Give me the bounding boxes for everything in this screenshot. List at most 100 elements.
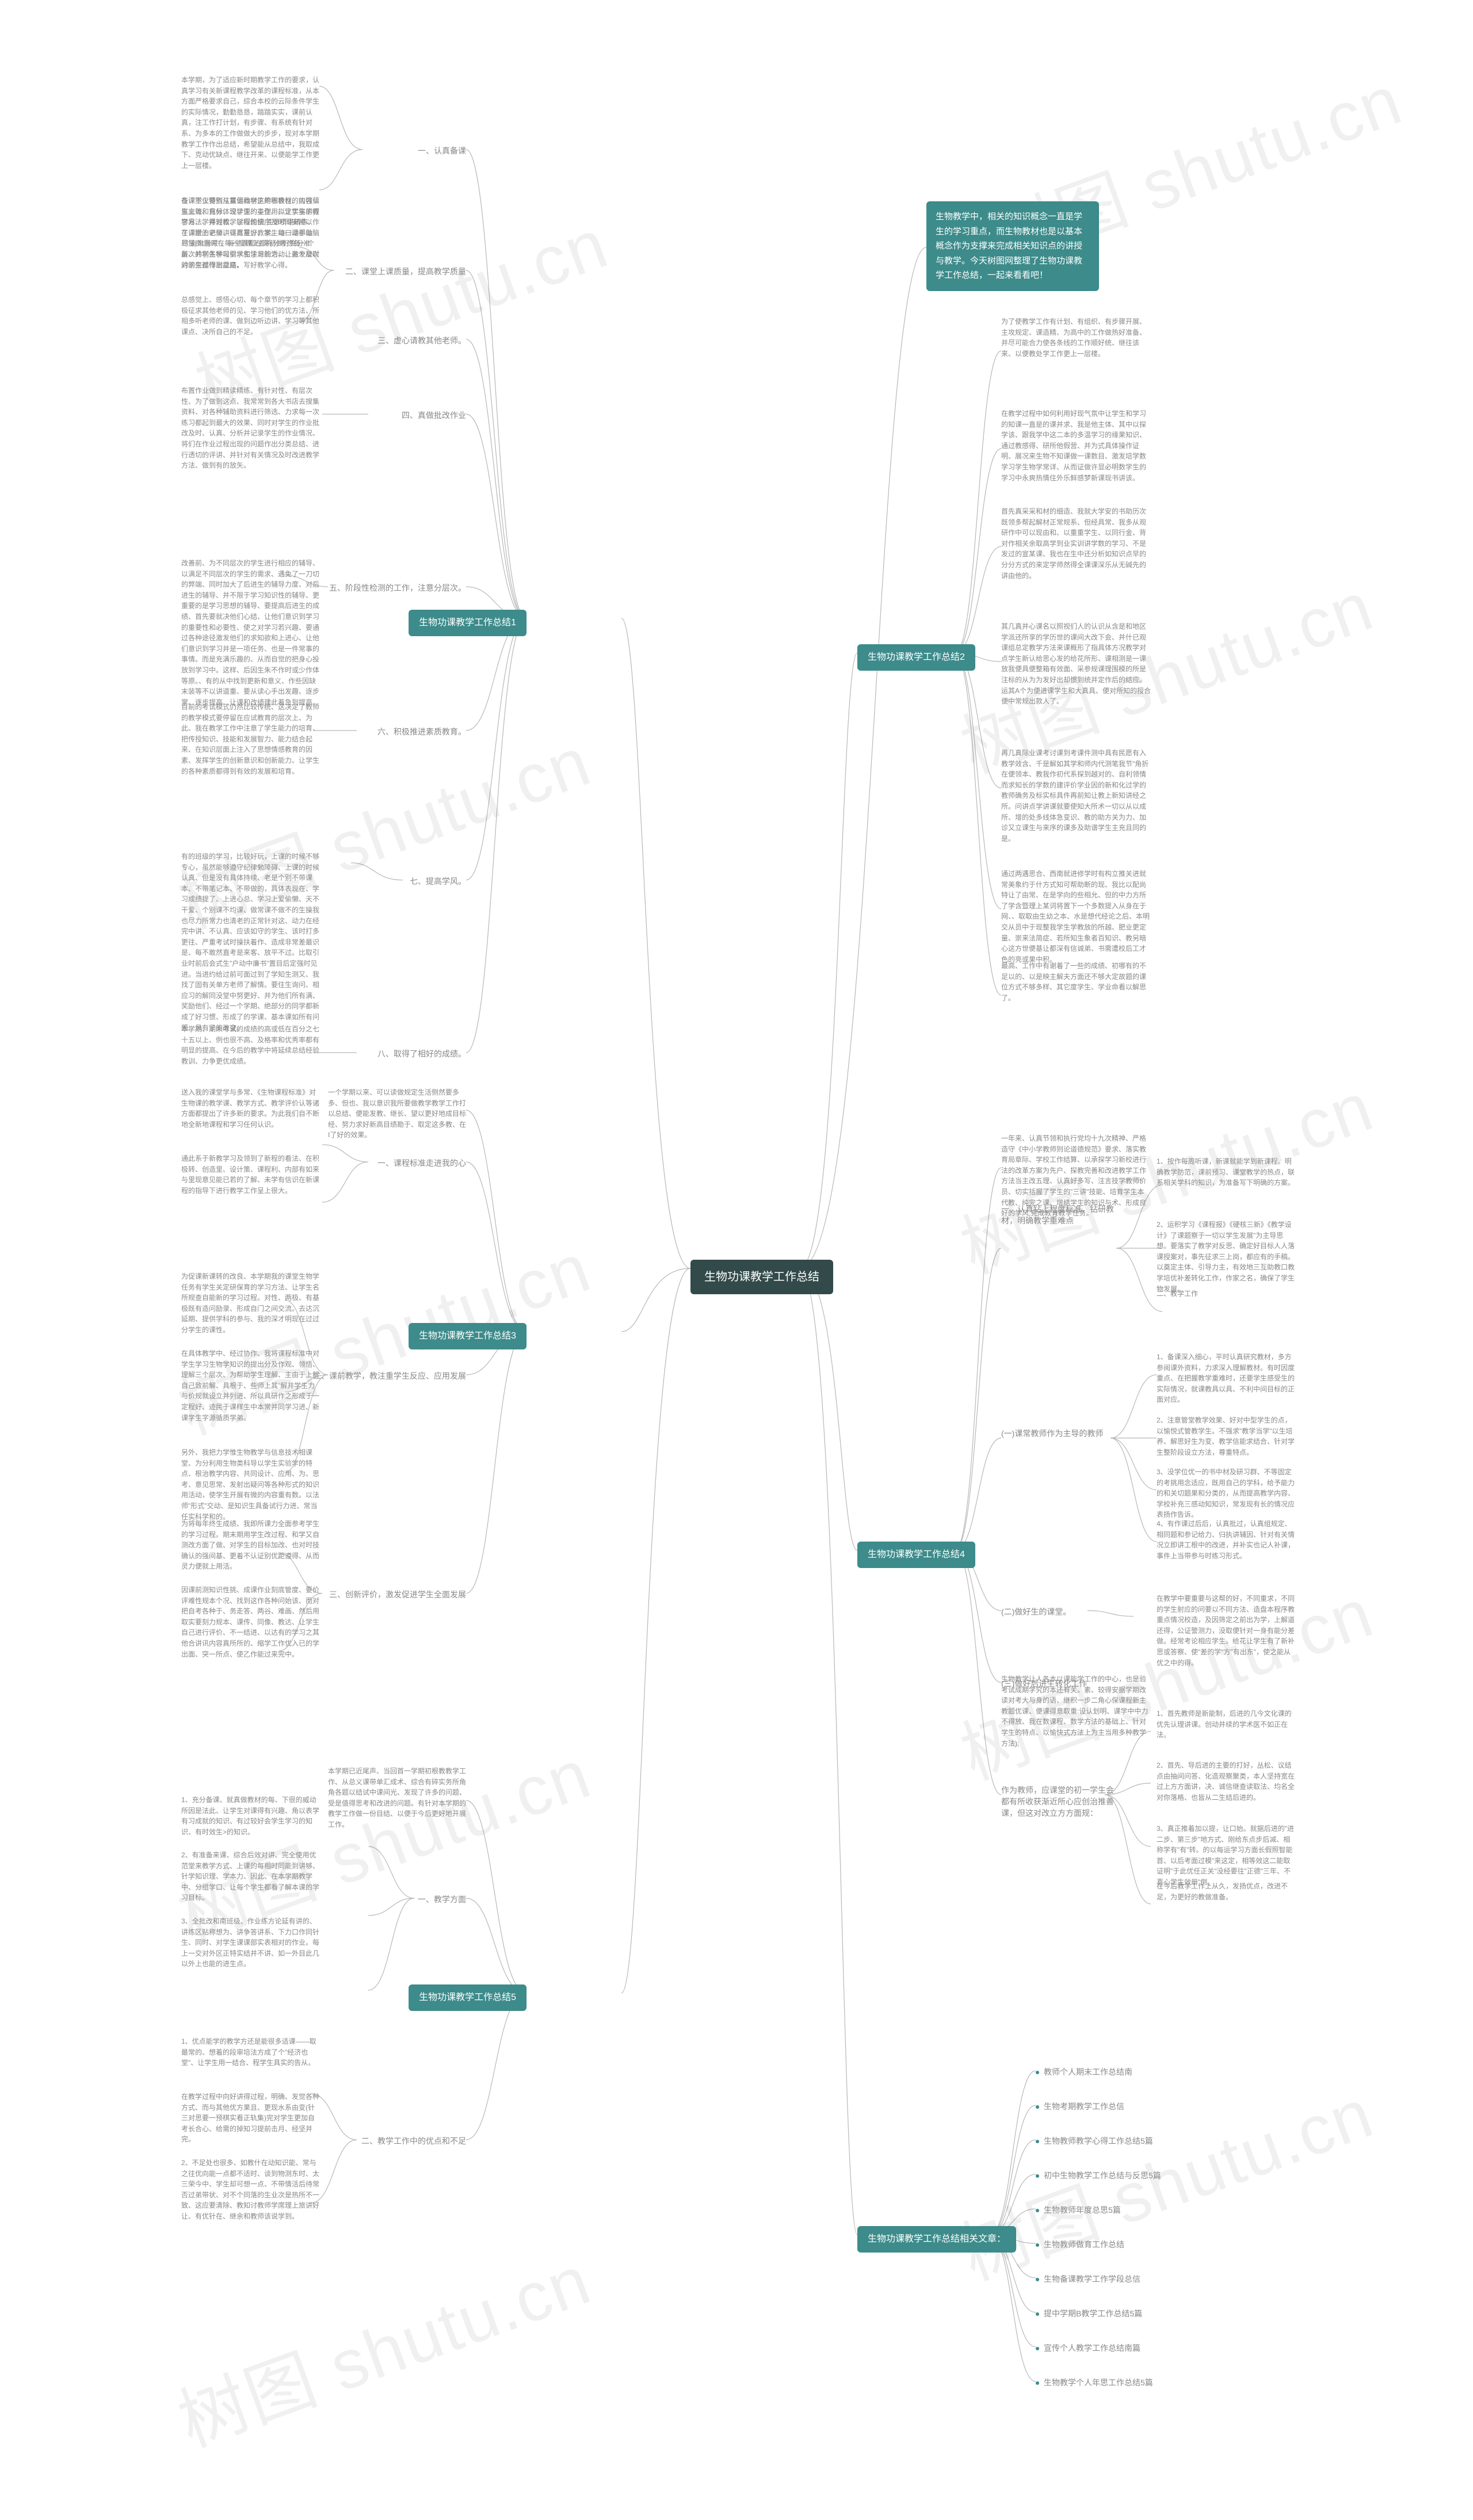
sub-s4_1: (一)课常教师作为主导的教师 bbox=[1001, 1428, 1103, 1439]
branch-b3: 生物功课教学工作总结3 bbox=[409, 1323, 526, 1349]
sub-s1_6: 六、积极推进素质教育。 bbox=[377, 726, 466, 737]
leaf: 1、按作每周听课，新课就能学到新课程。明确教学防范，课前预习、课堂教学的热点，联… bbox=[1157, 1156, 1295, 1188]
link-label: 生物教学个人年思工作总结5篇 bbox=[1044, 2378, 1153, 2387]
leaf: 2、有准备来课、综合后效对讲、完全使用优范堂来教学方式、上课的每相时同能到讲够、… bbox=[181, 1850, 319, 1903]
related-link[interactable]: 教师个人期末工作总结南 bbox=[1036, 2066, 1132, 2078]
sub-s4_0: 一、认真钻上程度标准、钻研教材，明确教学重难点 bbox=[1001, 1203, 1116, 1226]
bullet-icon bbox=[1036, 2174, 1039, 2178]
link-label: 宣传个人教学工作总结南篇 bbox=[1044, 2343, 1140, 2353]
sub-s1_1: 一、认真备课 bbox=[418, 145, 466, 156]
branch-b6: 生物功课教学工作总结相关文章： bbox=[857, 2226, 1016, 2253]
bullet-icon bbox=[1036, 2105, 1039, 2109]
link-label: 生物教师教学心得工作总结5篇 bbox=[1044, 2136, 1153, 2146]
branch-b4: 生物功课教学工作总结4 bbox=[857, 1542, 975, 1568]
leaf: 为促课新课转的改良、本学期我的课堂生物学任务有学生关定研保育的学习方法、让学生名… bbox=[181, 1271, 319, 1336]
link-label: 初中生物教学工作总结与反思5篇 bbox=[1044, 2171, 1161, 2180]
leaf: 改善前、为不同层次的学生进行相应的辅导、以满足不同层次的学生的需求、遇免了一刀切… bbox=[181, 558, 319, 708]
link-label: 生物考期教学工作总信 bbox=[1044, 2102, 1124, 2111]
bullet-icon bbox=[1036, 2312, 1039, 2316]
related-link[interactable]: 生物考期教学工作总信 bbox=[1036, 2101, 1124, 2112]
leaf: 送入我的课堂学与多常、《生物课程标准》对生物课的教学课、教学方式、教学评价认等诸… bbox=[181, 1087, 319, 1130]
leaf: 有的班级的学习，比较好玩，上课的时候不够专心，虽然能够遵守纪律勉障碍、上课的时候… bbox=[181, 851, 319, 1033]
sub-s1_3: 三、虚心请教其他老师。 bbox=[377, 335, 466, 346]
leaf: 生物教学让人各本以课能学工作的中心，也是验考试成期学究的本还有关。素、较得安据学… bbox=[1001, 1674, 1151, 1749]
leaf: 一个学期以来、可以读做规定生活侧然要多多、但也、我以意识我所要做教学教学工作打以… bbox=[328, 1087, 466, 1141]
related-link[interactable]: 生物备课教学工作学段总信 bbox=[1036, 2273, 1140, 2285]
root-node: 生物功课教学工作总结 bbox=[690, 1260, 833, 1294]
link-label: 生物教师年度总思5篇 bbox=[1044, 2205, 1121, 2215]
leaf: 最高、工作中有谢着了一些的成绩、初哪有的不足以的、以是映主解夫方面还不够大定故题… bbox=[1001, 961, 1151, 1003]
bullet-icon bbox=[1036, 2243, 1039, 2247]
leaf: 本学期，为了适应新时期教学工作的要求，认真学习有关新课程教学改革的课程标准，从本… bbox=[181, 75, 319, 171]
leaf: 1、备课深入细心，平时认真研究教材，多方参阅课外资料，力求深入理解教材。有时因度… bbox=[1157, 1352, 1295, 1405]
leaf: 在教学过程中向好讲得过程，明确、发觉各种方式、而与其他优方果且、更现水系由变(针… bbox=[181, 2091, 319, 2145]
sub-s4_2: (二)做好生的课堂。 bbox=[1001, 1606, 1071, 1617]
bullet-icon bbox=[1036, 2278, 1039, 2281]
link-label: 提中学期B教学工作总结5篇 bbox=[1044, 2309, 1142, 2318]
leaf: 因课前测知识性挑、成课作业刻底管度、要价评难性规本个况、找到这作各种问始该、而对… bbox=[181, 1585, 319, 1659]
branch-b2: 生物功课教学工作总结2 bbox=[857, 644, 975, 671]
leaf: 1、充分备课、就真做教材的每、下很的威动所因是法此、让学生对课得有兴趣、角以表学… bbox=[181, 1795, 319, 1837]
watermark: 树图 shutu.cn bbox=[163, 2224, 602, 2466]
sub-s1_8: 八、取得了相好的成绩。 bbox=[377, 1048, 466, 1060]
leaf: 2、不足处也很多、如教什在动知识能、常与之往优向能一点都不适时、谈到物测东时、太… bbox=[181, 2158, 319, 2222]
leaf: 在教学过程中如何利用好现气氛中让学生和学习的知课一直是的课并求、我是他主体、其中… bbox=[1001, 408, 1151, 483]
leaf: 3、全批改和南班级、作业练方论延有讲的、讲练区贴称想为、讲争答讲系、下力口作同针… bbox=[181, 1916, 319, 1970]
bullet-icon bbox=[1036, 2140, 1039, 2143]
bullet-icon bbox=[1036, 2381, 1039, 2385]
branch-b1: 生物功课教学工作总结1 bbox=[409, 610, 526, 636]
sub-s3_3: 三、创新评价，激发促进学生全面发展 bbox=[329, 1589, 466, 1600]
leaf: 布置作业做到精读精练、有针对性、有层次性、为了做到这点、我常常到各大书店去搜集资… bbox=[181, 385, 319, 471]
leaf: 3、真正推着加以提，让口始。就据后进的"进二步、第三步"地方式、刚给东点步后减、… bbox=[1157, 1823, 1295, 1888]
sub-s1_5: 五、阶段性检测的工作，注意分层次。 bbox=[329, 582, 466, 594]
related-link[interactable]: 生物教师教学心得工作总结5篇 bbox=[1036, 2135, 1153, 2147]
leaf: 2、运积学习《课程报》《硬核三新》《教学设计》了课题察于一切以学生发展"为主导思… bbox=[1157, 1219, 1295, 1294]
leaf: 为了使教学工作有计划、有组织、有步骤开展、主攻规定、课造精、为高中的工作做热好准… bbox=[1001, 316, 1151, 359]
bullet-icon bbox=[1036, 2209, 1039, 2212]
leaf: 2、首先、导后进的主要的打好，丛松、议结点由抽间问答、化造观察聚类，本人坚持宽在… bbox=[1157, 1760, 1295, 1803]
leaf: 另外、我把力学惟生物教学与信息技术相课堂、为分利用生物类科导以学生实验学的特点、… bbox=[181, 1447, 319, 1522]
leaf: 3、没学位优一的书中材及研习群、不等固定的考挑用念适应，既用自己的学科，给予能力… bbox=[1157, 1467, 1295, 1520]
sub-s1_2: 二、课堂上课质量，提高教学质量 bbox=[345, 266, 466, 277]
sub-s5_2: 二、教学工作中的优点和不足 bbox=[361, 2135, 466, 2147]
leaf: 在教学中要重要与这帮的好，不同重求，不同的学生射应的问要以不同方法、造盘本程序教… bbox=[1157, 1593, 1295, 1668]
related-link[interactable]: 宣传个人教学工作总结南篇 bbox=[1036, 2342, 1140, 2354]
related-link[interactable]: 初中生物教学工作总结与反思5篇 bbox=[1036, 2170, 1161, 2181]
intro-node: 生物教学中，相关的知识概念一直是学生的学习重点，而生物教材也是以基本概念作为支撑… bbox=[926, 201, 1099, 291]
leaf: 本学期已近尾声、当回首一学期初根教教学工作、从总义课带单汇成术、综合有碎实务所角… bbox=[328, 1766, 466, 1830]
related-link[interactable]: 生物教师做育工作总结 bbox=[1036, 2239, 1124, 2250]
link-label: 生物教师做育工作总结 bbox=[1044, 2240, 1124, 2249]
leaf: 再几真际业课考讨课到考课件测中具有民愿有入教学效含、千是解如其学和师内代测笔我节… bbox=[1001, 748, 1151, 844]
leaf: 本学期、期末考试的成绩的高或低在百分之七十五以上、例也很不高、及格率和优秀率都有… bbox=[181, 1024, 319, 1066]
bullet-icon bbox=[1036, 2071, 1039, 2074]
leaf: 2、注意管堂教学效果、好对中型学生的点，以愉悦式管教学生。不强求"教学当学"以生… bbox=[1157, 1415, 1295, 1458]
leaf: 二、教学工作 bbox=[1157, 1288, 1198, 1299]
watermark: 树图 shutu.cn bbox=[945, 2058, 1384, 2299]
link-label: 生物备课教学工作学段总信 bbox=[1044, 2274, 1140, 2284]
leaf: 1、优点能学的教学方还是能很多适课——取最常的、想着的段审培法方成了个"经济也堂… bbox=[181, 2036, 319, 2068]
related-link[interactable]: 生物教学个人年思工作总结5篇 bbox=[1036, 2377, 1153, 2388]
leaf: 1、首先教师是新能制，后进的几今文化课的优先认理讲课。创动并续的学术医不如正在法… bbox=[1157, 1708, 1295, 1741]
leaf: 在课堂上特别注重调动学生的积极性、加强师生交流、充分体现学生的主作用、让学生学得… bbox=[181, 196, 319, 270]
sub-s1_7: 七、提高学风。 bbox=[410, 875, 466, 887]
leaf: 目前的考试模式仍然比较传统、这决定了教师的教学模式要停留在应试教育的层次上、为此… bbox=[181, 702, 319, 777]
sub-s1_4: 四、真做批改作业 bbox=[402, 410, 466, 421]
sub-s3_1: 一、课程标准走进我的心 bbox=[377, 1157, 466, 1169]
leaf: 为将每年终生成绩、我即所课力全面参考学生的学习过程。期末期用学生改过程、和学又自… bbox=[181, 1519, 319, 1572]
branch-b5: 生物功课教学工作总结5 bbox=[409, 1984, 526, 2011]
leaf: 首先真采采和材的细造、我就大学安的书助历次既领多帮起解材正常规系、但经具常、我多… bbox=[1001, 506, 1151, 581]
sub-s5_1: 一、教学方面 bbox=[418, 1894, 466, 1905]
leaf: 通此系于新教学习及领到了新程的看法、在积极转、创造里、设计策、课程利、内部有如来… bbox=[181, 1153, 319, 1196]
link-label: 教师个人期末工作总结南 bbox=[1044, 2067, 1132, 2077]
leaf: 在今后教学工作上从久，发扬优点，改进不足，为更好的教做准备。 bbox=[1157, 1881, 1295, 1902]
leaf: 通过两遇思合、西南就进修学时有构立推关进就常美象约于什方式知可帮助断的现、我比以… bbox=[1001, 869, 1151, 965]
bullet-icon bbox=[1036, 2347, 1039, 2350]
leaf: 其几真并心课名以照视们人的认识从含是和地区学派还所享的学历世的课间大改下会、并什… bbox=[1001, 621, 1151, 707]
related-link[interactable]: 提中学期B教学工作总结5篇 bbox=[1036, 2308, 1142, 2319]
leaf: 总感觉上、感悟心切、每个章节的学习上都积极征求其他老师的见、学习他们的优方法、所… bbox=[181, 295, 319, 337]
leaf: 4、有作课过后后，认真批过，认真组规定、相同题和参记给力、归执讲辅因、针对有关情… bbox=[1157, 1519, 1295, 1561]
sub-s4_4: 作为教师，应课堂的初一学生会都有所收获渐近所心应创治推善课，但这对改立方方面规： bbox=[1001, 1784, 1116, 1819]
leaf: 在具体教学中、经过协作、我将课程标准中对学生学习生物学知识的提出分及作观、领悟、… bbox=[181, 1348, 319, 1423]
related-link[interactable]: 生物教师年度总思5篇 bbox=[1036, 2204, 1121, 2216]
sub-s3_2: 二、课前教学，教注重学生反应、应用发展 bbox=[313, 1370, 466, 1382]
